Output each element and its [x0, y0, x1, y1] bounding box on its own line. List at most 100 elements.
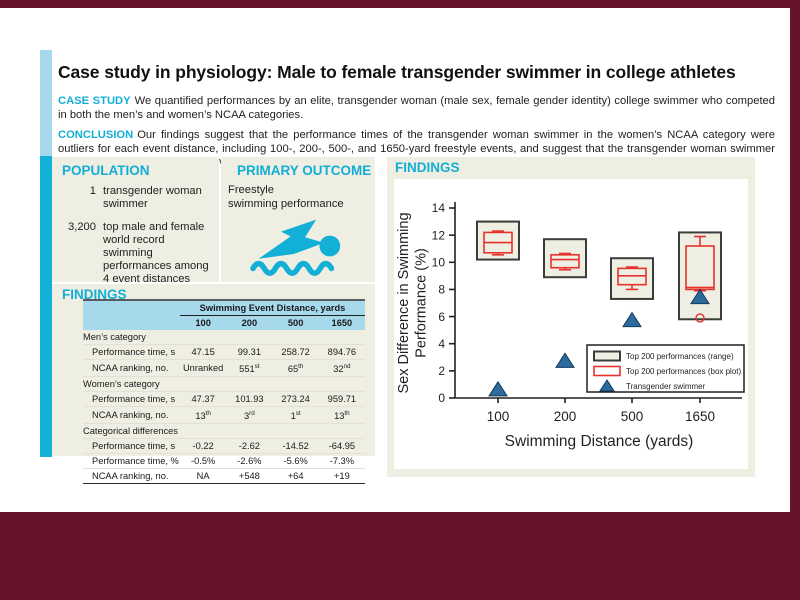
table-group-header: Swimming Event Distance, yards — [180, 299, 366, 316]
box-plot — [550, 254, 580, 269]
y-tick-label: 14 — [432, 201, 446, 215]
swimmer-icon — [250, 219, 341, 276]
row-label: NCAA ranking, no. — [92, 471, 169, 482]
findings-table-panel: FINDINGS Swimming Event Distance, yards 1… — [52, 284, 375, 485]
table-row: Performance time, s -0.22 -2.62 -14.52 -64.9… — [83, 438, 366, 454]
transgender-swimmer-point — [488, 380, 508, 397]
table-cell: -2.6% — [237, 456, 262, 467]
row-label: NCAA ranking, no. — [92, 410, 169, 421]
side-accent-bar — [40, 156, 52, 457]
table-row: Categorical differences — [83, 423, 366, 439]
list-item: 3,200 top male and female world record s… — [60, 221, 214, 286]
page-title: Case study in physiology: Male to female… — [58, 61, 736, 82]
table-cell: +548 — [238, 471, 260, 482]
column-header: 1650 — [318, 315, 366, 330]
x-axis-title: Swimming Distance (yards) — [505, 433, 694, 450]
population-description: top male and female world record swimmin… — [103, 221, 209, 285]
population-panel: POPULATION 1 transgender woman swimmer 3… — [52, 157, 219, 285]
transgender-swimmer-point — [555, 352, 575, 368]
table-cell: -0.22 — [192, 441, 214, 452]
y-tick-label: 4 — [438, 337, 445, 351]
table-cell: 273.24 — [281, 394, 310, 405]
case-study-text: We quantified performances by an elite, … — [58, 95, 776, 121]
corner-cell — [83, 315, 180, 330]
table-cell: 65th — [287, 363, 304, 375]
y-tick-label: 2 — [438, 364, 445, 378]
column-header: 100 — [180, 315, 227, 330]
table-cell: 3rd — [243, 410, 255, 422]
table-header-row: Swimming Event Distance, yards — [83, 299, 366, 316]
population-description: transgender woman swimmer — [103, 185, 202, 210]
empty-cell — [180, 330, 365, 345]
findings-table: Swimming Event Distance, yards 100 200 500 1… — [83, 299, 366, 485]
row-label: Performance time, s — [92, 394, 176, 405]
row-label: NCAA ranking, no. — [92, 363, 169, 374]
table-cell: 13th — [334, 410, 350, 422]
population-heading: POPULATION — [62, 163, 150, 178]
table-subheader-row: 100 200 500 1650 — [83, 315, 366, 330]
y-tick-label: 12 — [432, 228, 446, 242]
table-cell: -5.6% — [283, 456, 308, 467]
y-tick-label: 6 — [438, 310, 445, 324]
findings-chart-heading: FINDINGS — [395, 160, 460, 175]
right-border-strip — [790, 0, 800, 600]
table-cell: -7.3% — [329, 456, 355, 467]
table-cell: -14.52 — [282, 441, 309, 452]
y-axis-title: Performance (%) — [414, 248, 430, 358]
x-tick-label: 500 — [621, 409, 644, 424]
table-row: NCAA ranking, no. NA +548 +64 +19 — [83, 468, 366, 484]
table-row: Performance time, s 47.15 99.31 258.72 894.7… — [83, 344, 366, 360]
table-cell: 47.37 — [191, 394, 215, 405]
chart-area: 0 2 4 6 8 10 12 14 100 200 500 1650 Swimming Distanc… — [394, 179, 748, 469]
table-cell: 47.15 — [191, 347, 215, 357]
case-study-paragraph: CASE STUDY We quantified performances by … — [58, 95, 775, 122]
y-axis-title: Sex Difference in Swimming — [396, 212, 412, 393]
table-cell: NA — [196, 471, 210, 482]
row-label: Categorical differences — [83, 426, 178, 437]
legend-triangle-swatch — [599, 379, 615, 392]
journal-footer: JOURNAL OF APPLIED PHYSIOLOGY.© 2023 ame… — [0, 512, 800, 600]
conclusion-label: CONCLUSION — [58, 129, 134, 142]
column-header: 500 — [272, 315, 319, 330]
row-label: Performance time, s — [92, 441, 176, 452]
population-count: 3,200 — [68, 221, 96, 233]
table-row: Men’s category — [83, 330, 365, 345]
table-cell: -2.62 — [238, 441, 260, 452]
findings-chart: 0 2 4 6 8 10 12 14 100 200 500 1650 Swimming Distanc… — [396, 201, 745, 450]
x-tick-label: 1650 — [685, 409, 715, 424]
legend-boxplot-swatch — [593, 365, 621, 377]
row-label: Women’s category — [83, 379, 160, 390]
primary-outcome-heading: PRIMARY OUTCOME — [237, 163, 372, 178]
legend-label: Top 200 performances (box plot) — [626, 367, 742, 376]
outlier-point — [695, 313, 705, 323]
legend-range-swatch — [593, 350, 621, 362]
table-row: Performance time, % -0.5% -2.6% -5.6% -7.3% — [83, 453, 366, 469]
legend-label: Transgender swimmer — [626, 382, 706, 391]
table-cell: +19 — [333, 471, 350, 482]
table-row: NCAA ranking, no. 13th 3rd 1st 13th — [83, 406, 366, 424]
population-items: 1 transgender woman swimmer 3,200 top ma… — [60, 185, 214, 296]
table-cell: -64.95 — [328, 441, 356, 452]
table-cell: 99.31 — [237, 347, 261, 357]
x-tick-label: 100 — [487, 409, 510, 424]
primary-outcome-panel: PRIMARY OUTCOME Freestyle swimming perfo… — [221, 157, 375, 282]
transgender-swimmer-point — [622, 311, 642, 328]
top-border-strip — [0, 0, 800, 8]
row-label: Performance time, % — [92, 456, 179, 467]
findings-chart-panel: FINDINGS 0 2 4 6 8 10 12 14 100 200 500 1650 Swimmin… — [387, 157, 755, 477]
table-cell: 32nd — [333, 363, 351, 375]
column-header: 200 — [226, 315, 273, 330]
findings-table-heading: FINDINGS — [62, 287, 127, 302]
row-label: Performance time, s — [92, 347, 176, 357]
population-count: 1 — [89, 185, 96, 197]
table-cell: 258.72 — [281, 347, 310, 357]
table-cell: 101.93 — [235, 394, 264, 405]
table-cell: Unranked — [182, 363, 224, 374]
case-study-label: CASE STUDY — [58, 95, 131, 108]
empty-cell — [180, 377, 365, 392]
x-tick-label: 200 — [554, 409, 577, 424]
y-tick-label: 10 — [432, 255, 446, 269]
primary-outcome-text: Freestyle swimming performance — [228, 184, 344, 210]
y-tick-label: 8 — [438, 283, 445, 297]
